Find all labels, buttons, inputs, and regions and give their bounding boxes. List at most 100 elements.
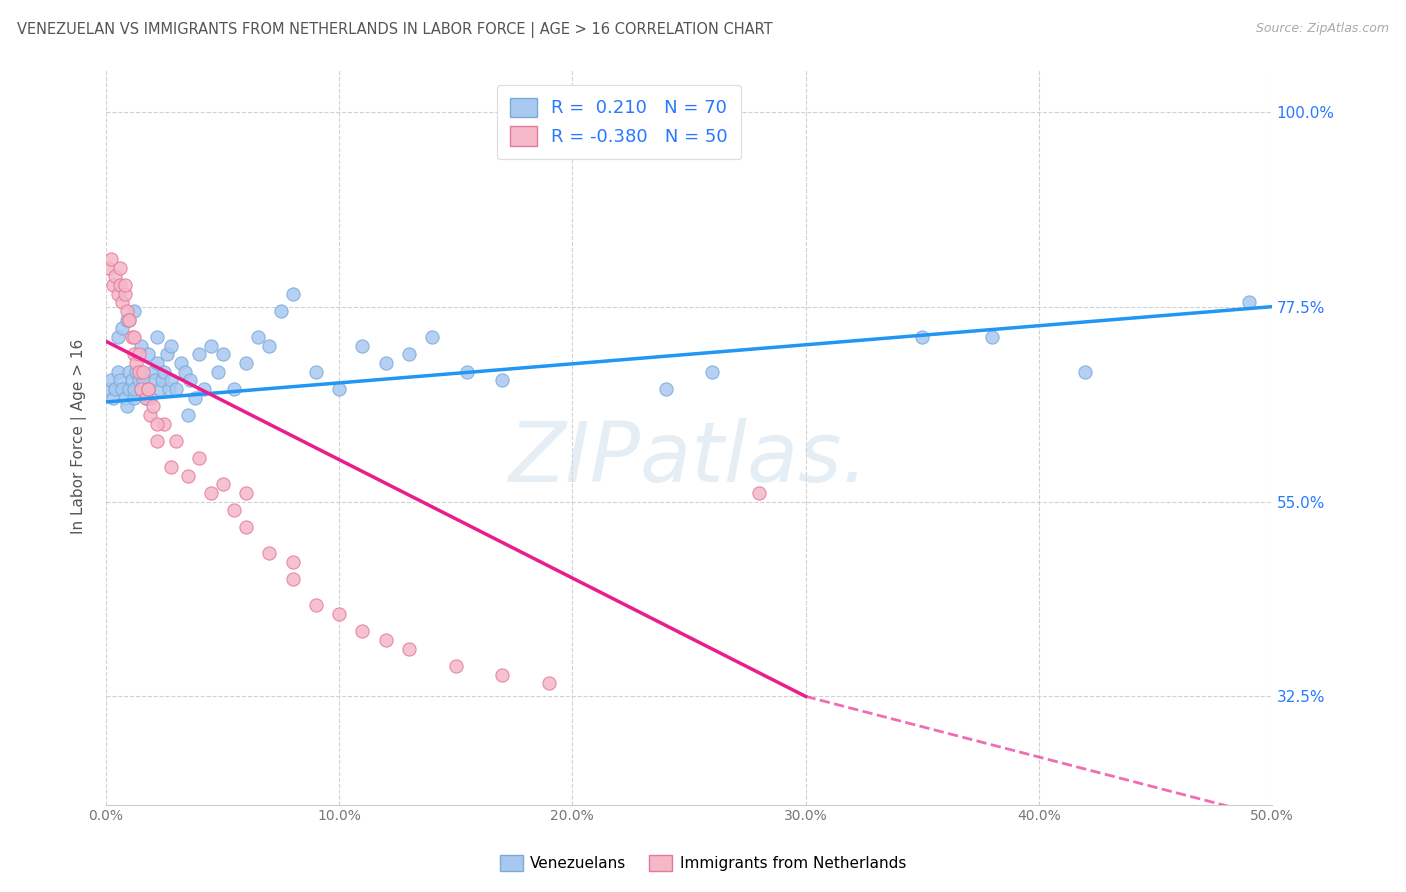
Point	[235, 486, 257, 500]
Point	[444, 659, 467, 673]
Point	[104, 269, 127, 284]
Point	[257, 338, 280, 352]
Point	[224, 382, 246, 396]
Point	[136, 382, 159, 396]
Point	[139, 391, 162, 405]
Point	[125, 365, 148, 379]
Point	[128, 347, 150, 361]
Point	[143, 373, 166, 387]
Point	[118, 312, 141, 326]
Point	[121, 330, 143, 344]
Point	[160, 373, 183, 387]
Point	[114, 286, 136, 301]
Point	[398, 347, 420, 361]
Point	[115, 312, 138, 326]
Point	[374, 356, 396, 370]
Point	[118, 382, 141, 396]
Point	[328, 607, 350, 621]
Point	[422, 330, 444, 344]
Point	[281, 555, 304, 569]
Point	[352, 338, 374, 352]
Point	[188, 347, 211, 361]
Point	[122, 304, 145, 318]
Point	[135, 391, 157, 405]
Point	[374, 633, 396, 648]
Point	[149, 382, 172, 396]
Point	[135, 391, 157, 405]
Point	[128, 373, 150, 387]
Point	[211, 477, 233, 491]
Point	[114, 391, 136, 405]
Legend: R =  0.210   N = 70, R = -0.380   N = 50: R = 0.210 N = 70, R = -0.380 N = 50	[498, 85, 741, 159]
Point	[200, 486, 222, 500]
Point	[207, 365, 229, 379]
Point	[104, 382, 127, 396]
Point	[142, 365, 165, 379]
Point	[176, 468, 198, 483]
Point	[129, 382, 152, 396]
Point	[491, 667, 513, 681]
Point	[352, 624, 374, 639]
Text: ZIPatlas.: ZIPatlas.	[509, 418, 869, 500]
Point	[129, 338, 152, 352]
Point	[165, 382, 187, 396]
Point	[305, 599, 328, 613]
Point	[136, 347, 159, 361]
Point	[1074, 365, 1097, 379]
Point	[139, 408, 162, 422]
Point	[165, 434, 187, 448]
Point	[911, 330, 934, 344]
Point	[125, 356, 148, 370]
Point	[281, 286, 304, 301]
Point	[270, 304, 292, 318]
Point	[456, 365, 478, 379]
Point	[235, 520, 257, 534]
Point	[146, 434, 169, 448]
Point	[211, 347, 233, 361]
Text: VENEZUELAN VS IMMIGRANTS FROM NETHERLANDS IN LABOR FORCE | AGE > 16 CORRELATION : VENEZUELAN VS IMMIGRANTS FROM NETHERLAND…	[17, 22, 772, 38]
Point	[176, 408, 198, 422]
Point	[146, 330, 169, 344]
Point	[101, 278, 124, 293]
Point	[491, 373, 513, 387]
Point	[188, 451, 211, 466]
Point	[160, 338, 183, 352]
Point	[156, 347, 179, 361]
Point	[118, 312, 141, 326]
Point	[129, 365, 152, 379]
Point	[305, 365, 328, 379]
Point	[150, 373, 173, 387]
Point	[1237, 295, 1260, 310]
Point	[114, 278, 136, 293]
Point	[200, 338, 222, 352]
Point	[981, 330, 1004, 344]
Point	[122, 347, 145, 361]
Point	[136, 382, 159, 396]
Point	[101, 391, 124, 405]
Point	[108, 278, 131, 293]
Point	[122, 330, 145, 344]
Point	[132, 373, 155, 387]
Point	[107, 286, 129, 301]
Point	[153, 365, 176, 379]
Point	[108, 260, 131, 275]
Point	[107, 365, 129, 379]
Point	[169, 356, 191, 370]
Point	[146, 356, 169, 370]
Point	[702, 365, 724, 379]
Point	[107, 330, 129, 344]
Point	[129, 382, 152, 396]
Point	[183, 391, 205, 405]
Point	[121, 373, 143, 387]
Point	[108, 373, 131, 387]
Point	[115, 304, 138, 318]
Point	[128, 365, 150, 379]
Point	[398, 641, 420, 656]
Point	[257, 546, 280, 560]
Point	[118, 365, 141, 379]
Y-axis label: In Labor Force | Age > 16: In Labor Force | Age > 16	[72, 339, 87, 534]
Point	[115, 399, 138, 413]
Point	[136, 382, 159, 396]
Point	[179, 373, 201, 387]
Legend: Venezuelans, Immigrants from Netherlands: Venezuelans, Immigrants from Netherlands	[494, 849, 912, 877]
